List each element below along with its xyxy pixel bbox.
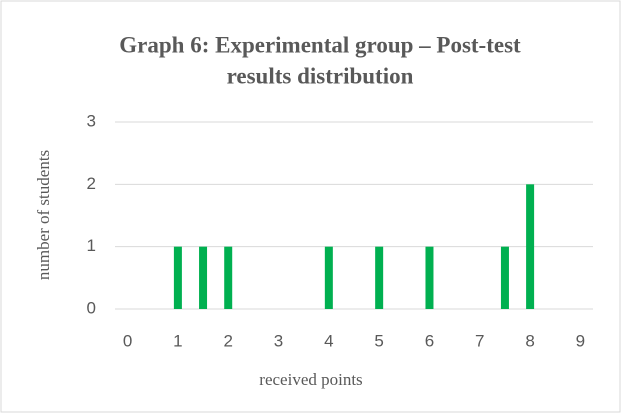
bar [425, 246, 434, 309]
y-tick-label: 1 [87, 236, 96, 255]
y-tick-label: 0 [87, 298, 96, 317]
bar [375, 246, 384, 309]
x-axis-label: received points [259, 370, 362, 389]
y-tick-label: 2 [87, 174, 96, 193]
x-tick-label: 5 [374, 331, 383, 350]
y-axis-label: number of students [34, 150, 53, 280]
x-tick-label: 1 [173, 331, 182, 350]
bar [224, 246, 233, 309]
x-tick-label: 7 [475, 331, 484, 350]
x-tick-label: 4 [324, 331, 333, 350]
bar [173, 246, 182, 309]
chart-title: results distribution [227, 63, 414, 88]
x-tick-label: 8 [525, 331, 534, 350]
bar [324, 246, 333, 309]
bar [526, 184, 535, 309]
x-tick-label: 2 [223, 331, 232, 350]
x-tick-label: 0 [123, 331, 132, 350]
chart-title: Graph 6: Experimental group – Post-test [119, 32, 521, 57]
x-tick-label: 6 [425, 331, 434, 350]
bar [199, 246, 208, 309]
x-tick-label: 9 [576, 331, 585, 350]
x-tick-label: 3 [274, 331, 283, 350]
y-tick-label: 3 [87, 111, 96, 130]
bar [500, 246, 509, 309]
